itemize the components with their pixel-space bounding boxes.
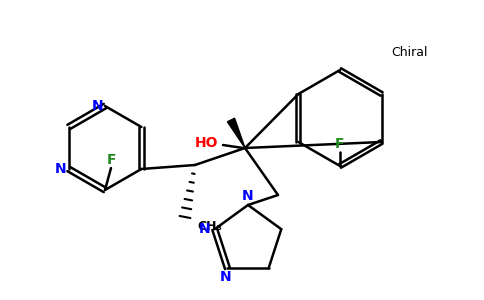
Text: HO: HO (195, 136, 219, 150)
Text: F: F (106, 153, 116, 167)
Text: N: N (242, 189, 254, 203)
Text: N: N (220, 270, 231, 284)
Text: N: N (199, 222, 211, 236)
Polygon shape (227, 118, 245, 148)
Text: Chiral: Chiral (392, 46, 428, 59)
Text: F: F (335, 137, 345, 151)
Text: N: N (55, 162, 67, 176)
Text: N: N (91, 99, 103, 113)
Text: CH₃: CH₃ (197, 220, 222, 233)
